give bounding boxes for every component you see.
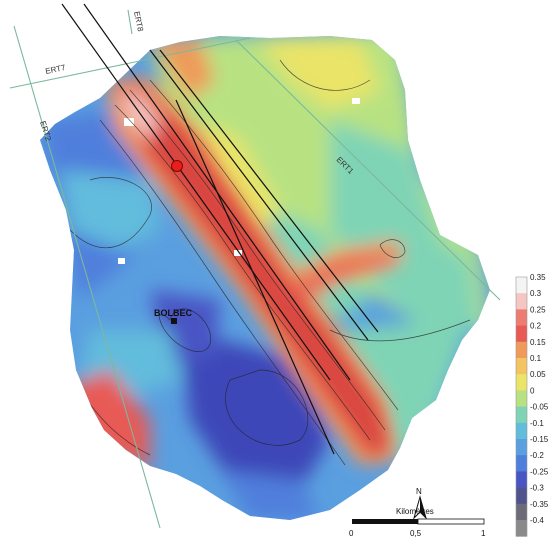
profile-line-ert1 [235, 39, 501, 301]
data-gap [234, 250, 242, 256]
field-deepblue-south [180, 330, 330, 490]
data-gap [118, 258, 125, 264]
field-yellow-north [260, 40, 380, 110]
contour-line [159, 308, 211, 352]
legend-tick-label: 0.3 [530, 289, 542, 298]
data-gap [124, 118, 134, 126]
legend-swatch [516, 293, 527, 310]
contour-line [379, 239, 406, 258]
legend-swatch [516, 325, 527, 343]
contour-line [225, 369, 309, 446]
north-arrow-label: N [416, 487, 422, 496]
scale-bar-tick: 0,5 [410, 529, 422, 538]
contour-line [329, 319, 471, 342]
legend-border [515, 276, 528, 537]
legend-swatch [516, 341, 527, 359]
legend-swatch [516, 309, 527, 327]
scale-bar-tick: 1 [481, 529, 486, 538]
profile-line-ert2 [13, 25, 161, 529]
legend-tick-label: 0.2 [530, 322, 542, 331]
legend-tick-label: -0.2 [530, 451, 544, 460]
legend-tick-label: -0.4 [530, 516, 544, 525]
legend-tick-label: -0.35 [530, 500, 549, 509]
fault-line [159, 49, 379, 333]
fault-line [175, 99, 335, 455]
legend-tick-label: 0.15 [530, 338, 546, 347]
scale-bar-tick: 0 [349, 529, 354, 538]
legend-tick-label: -0.3 [530, 484, 544, 493]
profile-label-ert2: ERT2 [38, 120, 53, 143]
color-legend: 0.35 0.3 0.25 0.2 0.15 0.1 0.05 0 -0.05 -0.1 -0.15… [515, 273, 549, 537]
legend-swatch [516, 503, 527, 521]
legend-swatch [516, 277, 527, 294]
profile-line-ert7 [9, 37, 251, 89]
field-yellow-ridge-flank [200, 120, 280, 230]
contour-line [114, 104, 371, 441]
legend-tick-label: -0.1 [530, 419, 544, 428]
scale-bar-black [352, 519, 418, 524]
contour-line [69, 177, 152, 248]
scale-bar-white [417, 518, 485, 525]
scale-bar-title: Kilomètres [396, 507, 434, 516]
contour-line [129, 89, 386, 431]
city-label: BOLBEC [154, 308, 193, 318]
legend-swatch [516, 520, 527, 537]
legend-tick-label: 0.35 [530, 273, 546, 282]
legend-tick-label: -0.15 [530, 435, 549, 444]
contour-line [279, 59, 371, 91]
profile-line-ert8 [127, 9, 133, 35]
legend-swatch [516, 406, 527, 424]
field-pink-ridge-top [118, 92, 160, 140]
profile-label-ert7: ERT7 [45, 63, 67, 76]
fault-line [61, 3, 331, 381]
legend-tick-label: -0.25 [530, 467, 549, 476]
field-cyan-east [330, 120, 480, 330]
legend-swatch [516, 455, 527, 472]
legend-tick-label: 0 [530, 386, 535, 395]
legend-swatch [516, 422, 527, 440]
field-red-branch-core [285, 255, 395, 300]
legend-swatch [516, 358, 527, 375]
field-blue-south-tip [220, 470, 320, 520]
north-arrow-half [420, 497, 426, 518]
legend-tick-label: 0.05 [530, 370, 546, 379]
contour-line [99, 119, 346, 466]
legend-swatch [516, 471, 527, 489]
city-marker [171, 318, 177, 324]
data-gap [352, 98, 360, 104]
legend-tick-label: -0.05 [530, 403, 549, 412]
legend-tick-label: 0.1 [530, 354, 542, 363]
profile-label-ert8: ERT8 [132, 11, 145, 33]
field-lightblue-west [60, 170, 160, 250]
legend-swatch [516, 487, 527, 505]
north-arrow: N [412, 487, 428, 520]
legend-tick-label: 0.25 [530, 305, 546, 314]
legend-swatch [516, 390, 527, 408]
legend-swatch [516, 374, 527, 391]
legend-swatch [516, 439, 527, 456]
fault-line [149, 49, 369, 341]
site-marker [171, 160, 183, 172]
scale-bar: Kilomètres 0 0,5 1 [349, 507, 486, 538]
